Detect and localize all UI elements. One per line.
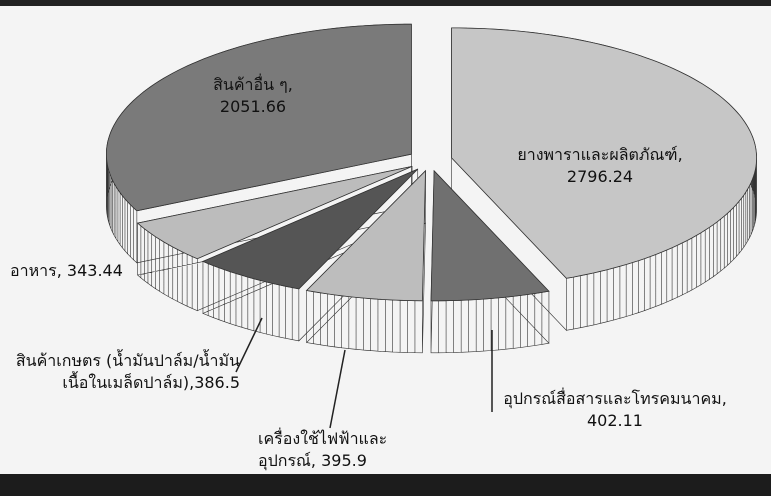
data-label: ยางพาราและผลิตภัณฑ์, 2796.24: [500, 144, 700, 188]
slice: [106, 23, 412, 212]
slice: [136, 166, 413, 260]
leader-line: [329, 349, 346, 429]
slice: [201, 168, 418, 290]
label-name: เครื่องใช้ไฟฟ้าและอุปกรณ์,: [258, 429, 388, 470]
data-label: อาหาร, 343.44: [10, 260, 210, 282]
label-name: สินค้าเกษตร (น้ำมันปาล์ม/น้ำมันเนื้อในเม…: [15, 351, 240, 392]
slice: [305, 169, 426, 302]
data-label: เครื่องใช้ไฟฟ้าและอุปกรณ์, 395.9: [258, 428, 428, 472]
label-value: 2051.66: [219, 97, 287, 116]
label-value: 343.44: [66, 261, 123, 280]
label-name: อาหาร,: [10, 261, 62, 280]
leader-line: [235, 317, 263, 373]
label-name: ยางพาราและผลิตภัณฑ์,: [517, 145, 683, 164]
pie: [106, 23, 758, 354]
label-name: สินค้าอื่น ๆ,: [213, 75, 293, 94]
label-value: 395.9: [321, 451, 367, 470]
data-label: สินค้าอื่น ๆ, 2051.66: [178, 74, 328, 118]
label-value: 402.11: [587, 411, 643, 430]
top-border: [0, 0, 771, 6]
label-value: 386.5: [194, 373, 240, 392]
slice: [451, 27, 758, 279]
label-value: 2796.24: [566, 167, 634, 186]
leader-lines: [235, 317, 493, 429]
label-name: อุปกรณ์สื่อสารและโทรคมนาคม,: [503, 389, 727, 408]
data-label: อุปกรณ์สื่อสารและโทรคมนาคม, 402.11: [500, 388, 730, 432]
slice: [430, 169, 550, 302]
bottom-border: [0, 474, 771, 496]
data-label: สินค้าเกษตร (น้ำมันปาล์ม/น้ำมันเนื้อในเม…: [4, 350, 240, 394]
